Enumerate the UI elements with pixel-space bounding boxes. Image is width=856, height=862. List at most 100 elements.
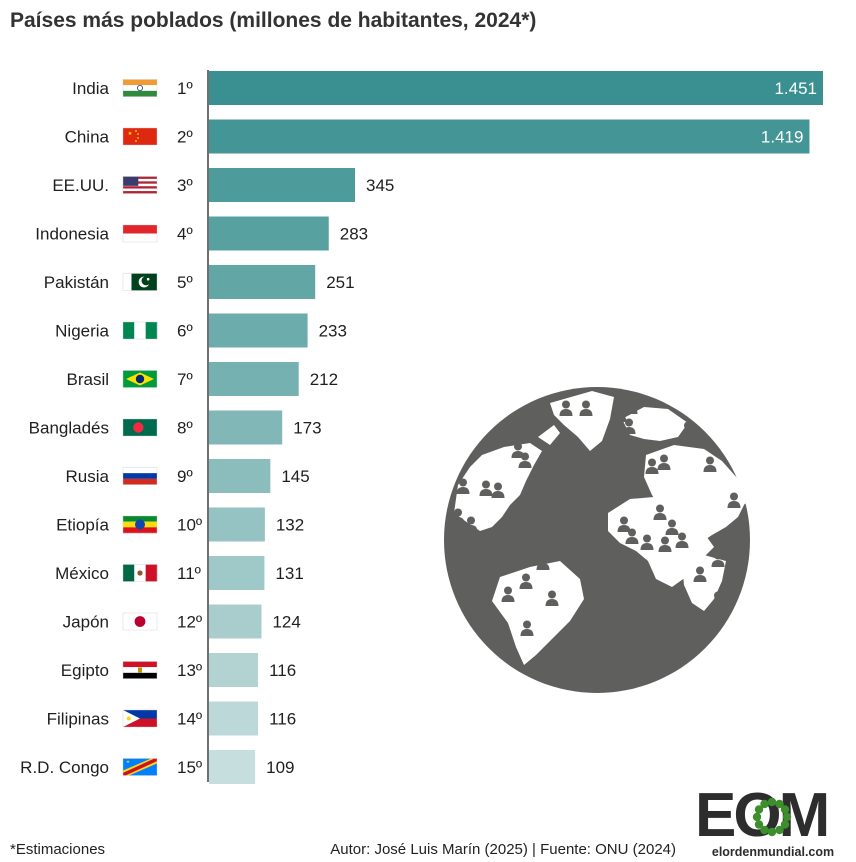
rank-label: 15º (177, 758, 202, 777)
bar (209, 750, 256, 784)
continent-north-america-2 (538, 425, 560, 445)
value-label: 1.419 (761, 128, 804, 147)
logo-dot-ring (752, 797, 792, 837)
category-label: R.D. Congo (20, 758, 109, 777)
person-icon (536, 554, 550, 570)
value-label: 109 (266, 758, 294, 777)
person-icon (617, 516, 631, 532)
person-icon (693, 566, 707, 582)
person-icon (675, 532, 689, 548)
footnote: *Estimaciones (10, 841, 106, 858)
logo-dot (780, 805, 790, 814)
person-icon (511, 442, 525, 458)
bar (209, 216, 329, 251)
bar-row: Bangladés 8º 173 (29, 410, 322, 445)
value-label: 132 (276, 516, 304, 535)
category-label: India (72, 79, 109, 98)
people-icons (451, 398, 741, 636)
rank-label: 1º (177, 79, 193, 98)
person-icon (491, 482, 505, 498)
person-icon (464, 516, 478, 532)
category-label: Brasil (66, 370, 109, 389)
person-icon (640, 534, 654, 550)
person-icon (579, 400, 593, 416)
person-icon (624, 398, 638, 414)
value-label: 1.451 (774, 79, 817, 98)
bar-row: México 11º 131 (55, 556, 304, 590)
rank-label: 8º (177, 419, 193, 438)
logo-site: elordenmundial.com (712, 845, 834, 858)
person-icon (703, 456, 717, 472)
person-icon (601, 434, 615, 450)
logo-dot (767, 797, 777, 807)
logo-dot (775, 799, 784, 809)
bar-row: Etiopía 10º 132 (56, 507, 304, 542)
chart-title: Países más poblados (millones de habitan… (10, 9, 537, 32)
eom-logo: EOM elordenmundial.com (697, 786, 834, 858)
rank-label: 6º (177, 322, 193, 341)
bar (209, 410, 283, 445)
bar-row: Rusia 9º 145 (66, 459, 310, 493)
bar-row: EE.UU. 3º 345 (52, 168, 394, 202)
bar-row: India 1º 1.451 (72, 71, 823, 105)
continents (454, 391, 746, 665)
person-icon (559, 400, 573, 416)
person-icon (520, 620, 534, 636)
rank-label: 13º (177, 661, 202, 680)
philippines-flag (122, 709, 158, 728)
person-icon (653, 504, 667, 520)
india-flag (122, 79, 158, 97)
person-icon (622, 418, 636, 434)
bar (209, 168, 355, 202)
person-icon (519, 573, 533, 589)
person-icon (711, 591, 725, 607)
bar-row: Indonesia 4º 283 (35, 216, 368, 251)
person-icon (665, 519, 679, 535)
category-label: Egipto (61, 661, 109, 680)
ethiopia-flag (122, 515, 158, 534)
bar (209, 362, 299, 396)
value-label: 233 (319, 322, 347, 341)
mexico-flag (122, 564, 158, 582)
bar-row: Nigeria 6º 233 (55, 313, 347, 348)
globe-illustration (444, 387, 750, 693)
rank-label: 2º (177, 128, 193, 147)
bar (209, 119, 810, 154)
bar-row: R.D. Congo 15º 109 (20, 750, 294, 784)
person-icon (711, 551, 725, 567)
category-label: Nigeria (55, 322, 109, 341)
person-icon (456, 478, 470, 494)
rank-label: 14º (177, 710, 202, 729)
bar (209, 459, 271, 493)
bangladesh-flag (122, 418, 158, 437)
person-icon (545, 590, 559, 606)
china-flag (122, 127, 158, 146)
usa-flag (122, 176, 158, 194)
continent-southeast-asia (682, 555, 726, 611)
bar-row: Egipto 13º 116 (61, 653, 296, 687)
person-icon (479, 480, 493, 496)
rank-label: 5º (177, 273, 193, 292)
credit-line: Autor: José Luis Marín (2025) | Fuente: … (330, 841, 676, 858)
bar-chart: India 1º 1.451 China 2º 1.419 EE.UU. 3º 345 Indon… (20, 70, 823, 784)
logo-dot (760, 825, 769, 835)
value-label: 345 (366, 176, 394, 195)
value-label: 124 (272, 613, 300, 632)
continent-south-america (492, 561, 584, 665)
value-label: 173 (293, 419, 321, 438)
person-icon (727, 492, 741, 508)
bar (209, 701, 259, 736)
logo-dot (760, 799, 769, 809)
category-label: Etiopía (56, 516, 109, 535)
rank-label: 7º (177, 370, 193, 389)
bar (209, 604, 262, 639)
value-label: 283 (340, 225, 368, 244)
person-icon (451, 508, 465, 524)
bar (209, 556, 265, 590)
logo-dot (767, 827, 777, 837)
rank-label: 12º (177, 613, 202, 632)
person-icon (501, 586, 515, 602)
person-icon (658, 536, 672, 552)
logo-dot (754, 805, 764, 814)
category-label: Rusia (66, 467, 110, 486)
